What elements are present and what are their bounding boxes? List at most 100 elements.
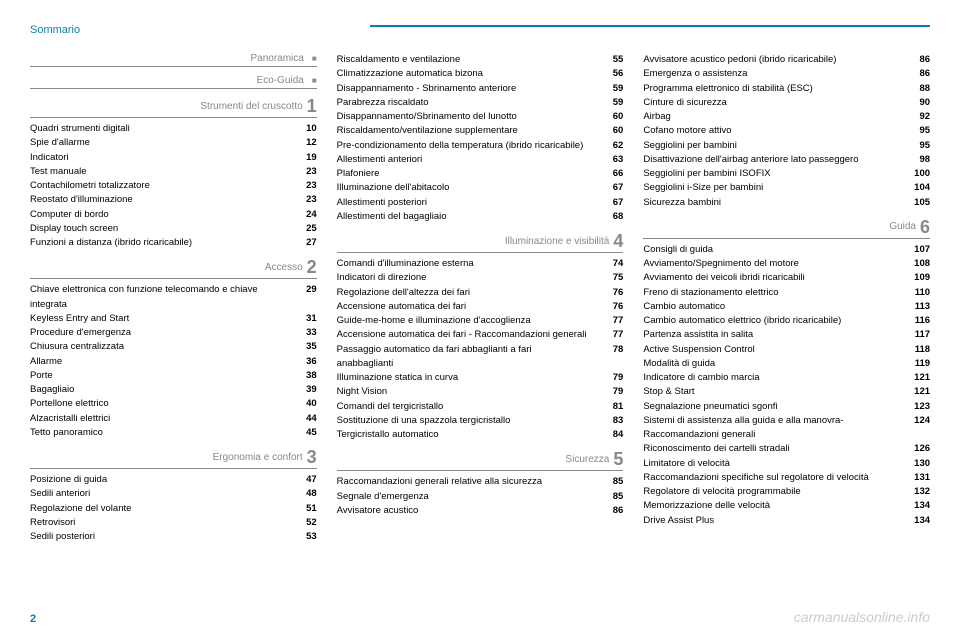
toc-item: Climatizzazione automatica bizona 56 (337, 67, 624, 81)
section-marker-number: 6 (920, 218, 930, 236)
toc-label: Accensione automatica dei fari - Raccoma… (337, 328, 599, 342)
toc-label: Allarme (30, 355, 292, 369)
toc-item: Bagagliaio 39 (30, 383, 317, 397)
toc-page: 68 (598, 210, 623, 224)
toc-page: 76 (598, 286, 623, 300)
toc-page: 132 (905, 485, 930, 499)
section-header: Eco-Guida ■ (30, 75, 317, 89)
toc-label: Funzioni a distanza (ibrido ricaricabile… (30, 236, 292, 250)
toc-item: Regolazione dell'altezza dei fari 76 (337, 286, 624, 300)
toc-page: 75 (598, 271, 623, 285)
toc-page: 108 (905, 257, 930, 271)
toc-item: Posizione di guida 47 (30, 473, 317, 487)
toc-label: Airbag (643, 110, 905, 124)
toc-item: Seggiolini i-Size per bambini 104 (643, 181, 930, 195)
toc-item: Sostituzione di una spazzola tergicrista… (337, 414, 624, 428)
toc-page: 25 (292, 222, 317, 236)
toc-label: Riscaldamento/ventilazione supplementare (337, 124, 599, 138)
toc-page: 84 (598, 428, 623, 442)
toc-item: Disappannamento/Sbrinamento del lunotto … (337, 110, 624, 124)
toc-label: Cambio automatico (643, 300, 905, 314)
toc-page: 113 (905, 300, 930, 314)
toc-columns: Panoramica ■ Eco-Guida ■ Strumenti del c… (30, 53, 930, 544)
toc-item: Guide-me-home e illuminazione d'accoglie… (337, 314, 624, 328)
toc-item: Avvisatore acustico pedoni (ibrido ricar… (643, 53, 930, 67)
toc-page: 116 (905, 314, 930, 328)
toc-label: Passaggio automatico da fari abbaglianti… (337, 343, 599, 372)
toc-page: 90 (905, 96, 930, 110)
toc-page: 126 (905, 442, 930, 456)
toc-label: Procedure d'emergenza (30, 326, 292, 340)
section-header: Sicurezza 5 (337, 450, 624, 471)
toc-label: Partenza assistita in salita (643, 328, 905, 342)
section-header: Illuminazione e visibilità 4 (337, 232, 624, 253)
toc-item: Comandi del tergicristallo 81 (337, 400, 624, 414)
toc-page: 123 (905, 400, 930, 414)
toc-page: 107 (905, 243, 930, 257)
toc-item: Pre-condizionamento della temperatura (i… (337, 139, 624, 153)
toc-label: Modalità di guida (643, 357, 905, 371)
section-title: Strumenti del cruscotto (200, 101, 302, 112)
toc-page: 109 (905, 271, 930, 285)
toc-page: 60 (598, 110, 623, 124)
section-title: Eco-Guida (257, 75, 304, 86)
toc-item: Emergenza o assistenza 86 (643, 67, 930, 81)
toc-page: 83 (598, 414, 623, 428)
toc-item: Alzacristalli elettrici 44 (30, 412, 317, 426)
toc-page: 19 (292, 151, 317, 165)
toc-page: 45 (292, 426, 317, 440)
toc-item: Seggiolini per bambini ISOFIX 100 (643, 167, 930, 181)
toc-item: Test manuale 23 (30, 165, 317, 179)
toc-item: Display touch screen 25 (30, 222, 317, 236)
toc-item: Stop & Start 121 (643, 385, 930, 399)
toc-label: Test manuale (30, 165, 292, 179)
toc-page: 77 (598, 328, 623, 342)
toc-item: Tergicristallo automatico 84 (337, 428, 624, 442)
page-number: 2 (30, 613, 36, 625)
section-marker-number: 2 (307, 258, 317, 276)
toc-label: Keyless Entry and Start (30, 312, 292, 326)
toc-item: Cofano motore attivo 95 (643, 124, 930, 138)
section-title: Guida (889, 221, 916, 232)
toc-label: Pre-condizionamento della temperatura (i… (337, 139, 599, 153)
section-marker-number: 3 (307, 448, 317, 466)
toc-item: Reostato d'illuminazione 23 (30, 193, 317, 207)
toc-page: 44 (292, 412, 317, 426)
toc-page: 59 (598, 82, 623, 96)
toc-page: 121 (905, 371, 930, 385)
toc-label: Sedili posteriori (30, 530, 292, 544)
toc-label: Spie d'allarme (30, 136, 292, 150)
toc-page: 63 (598, 153, 623, 167)
toc-item: Cambio automatico elettrico (ibrido rica… (643, 314, 930, 328)
toc-item: Passaggio automatico da fari abbaglianti… (337, 343, 624, 372)
toc-item: Riconoscimento dei cartelli stradali 126 (643, 442, 930, 456)
section-marker-square: ■ (312, 76, 317, 85)
toc-page: 29 (292, 283, 317, 312)
column-2: Riscaldamento e ventilazione 55 Climatiz… (337, 53, 624, 544)
toc-label: Disappannamento/Sbrinamento del lunotto (337, 110, 599, 124)
toc-page: 53 (292, 530, 317, 544)
toc-label: Portellone elettrico (30, 397, 292, 411)
toc-label: Cofano motore attivo (643, 124, 905, 138)
toc-page: 60 (598, 124, 623, 138)
section-header: Guida 6 (643, 218, 930, 239)
toc-page: 79 (598, 371, 623, 385)
toc-label: Avviamento/Spegnimento del motore (643, 257, 905, 271)
toc-item: Avviamento dei veicoli ibridi ricaricabi… (643, 271, 930, 285)
toc-item: Sistemi di assistenza alla guida e alla … (643, 414, 930, 443)
toc-page: 76 (598, 300, 623, 314)
section-marker-square: ■ (312, 54, 317, 63)
toc-item: Indicatore di cambio marcia 121 (643, 371, 930, 385)
toc-label: Plafoniere (337, 167, 599, 181)
toc-page: 24 (292, 208, 317, 222)
toc-label: Segnale d'emergenza (337, 490, 599, 504)
toc-page: 119 (905, 357, 930, 371)
toc-page: 51 (292, 502, 317, 516)
toc-item: Contachilometri totalizzatore 23 (30, 179, 317, 193)
toc-item: Computer di bordo 24 (30, 208, 317, 222)
toc-page: 35 (292, 340, 317, 354)
toc-page: 85 (598, 475, 623, 489)
toc-page: 67 (598, 196, 623, 210)
toc-label: Disattivazione dell'airbag anteriore lat… (643, 153, 905, 167)
toc-item: Spie d'allarme 12 (30, 136, 317, 150)
